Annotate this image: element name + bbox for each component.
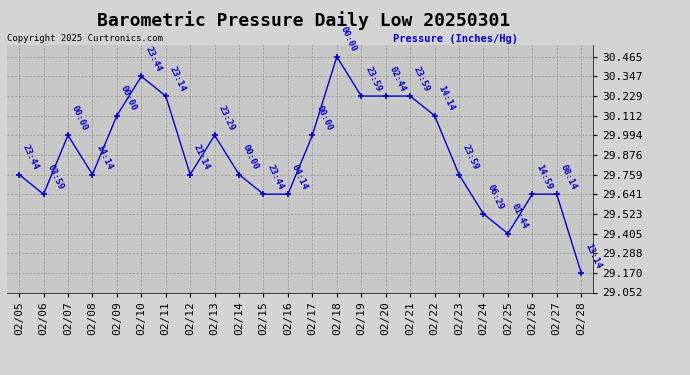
Text: Barometric Pressure Daily Low 20250301: Barometric Pressure Daily Low 20250301 [97, 11, 510, 30]
Text: 14:59: 14:59 [534, 163, 554, 191]
Text: 21:14: 21:14 [192, 143, 212, 171]
Text: Pressure (Inches/Hg): Pressure (Inches/Hg) [393, 34, 518, 44]
Text: 23:44: 23:44 [21, 143, 41, 171]
Text: Copyright 2025 Curtronics.com: Copyright 2025 Curtronics.com [7, 34, 163, 43]
Text: 04:14: 04:14 [290, 163, 309, 191]
Text: 23:59: 23:59 [461, 143, 480, 171]
Text: 23:44: 23:44 [266, 163, 285, 191]
Text: 00:00: 00:00 [315, 104, 334, 132]
Text: 23:44: 23:44 [144, 45, 163, 74]
Text: 00:00: 00:00 [241, 143, 261, 171]
Text: 06:29: 06:29 [485, 183, 505, 211]
Text: 23:14: 23:14 [168, 65, 187, 93]
Text: 00:00: 00:00 [339, 26, 358, 54]
Text: 02:44: 02:44 [388, 65, 407, 93]
Text: 00:00: 00:00 [119, 84, 138, 112]
Text: 08:14: 08:14 [559, 163, 578, 191]
Text: 13:14: 13:14 [583, 242, 602, 270]
Text: 03:59: 03:59 [46, 163, 65, 191]
Text: 14:14: 14:14 [437, 84, 456, 112]
Text: 23:59: 23:59 [363, 65, 383, 93]
Text: 23:59: 23:59 [412, 65, 431, 93]
Text: 01:44: 01:44 [510, 202, 529, 231]
Text: 00:00: 00:00 [70, 104, 90, 132]
Text: 14:14: 14:14 [95, 143, 114, 171]
Text: 23:29: 23:29 [217, 104, 236, 132]
